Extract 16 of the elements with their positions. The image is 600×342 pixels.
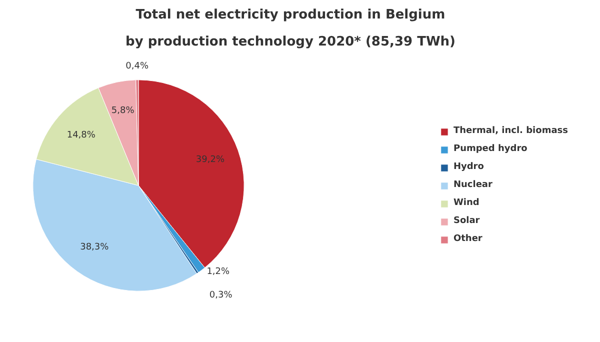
legend-label: Hydro xyxy=(453,162,484,172)
legend-label: Thermal, incl. biomass xyxy=(453,126,568,136)
data-label: 14,8% xyxy=(66,130,96,141)
data-label: 0,3% xyxy=(209,290,233,300)
chart-title: Total net electricity production in Belgium xyxy=(136,8,446,22)
legend-label: Other xyxy=(453,234,482,244)
data-label: 5,8% xyxy=(111,106,135,116)
legend-label: Wind xyxy=(453,198,480,208)
data-label: 0,4% xyxy=(126,61,149,72)
legend-label: Nuclear xyxy=(453,180,492,190)
data-label: 38,3% xyxy=(80,242,110,252)
data-label: 39,2% xyxy=(196,155,225,166)
legend-label: Pumped hydro xyxy=(453,144,528,154)
data-label: 1,2% xyxy=(206,266,230,277)
chart-subtitle: by production technology 2020* (85,39 TWh) xyxy=(126,34,456,50)
legend-label: Solar xyxy=(453,216,480,226)
